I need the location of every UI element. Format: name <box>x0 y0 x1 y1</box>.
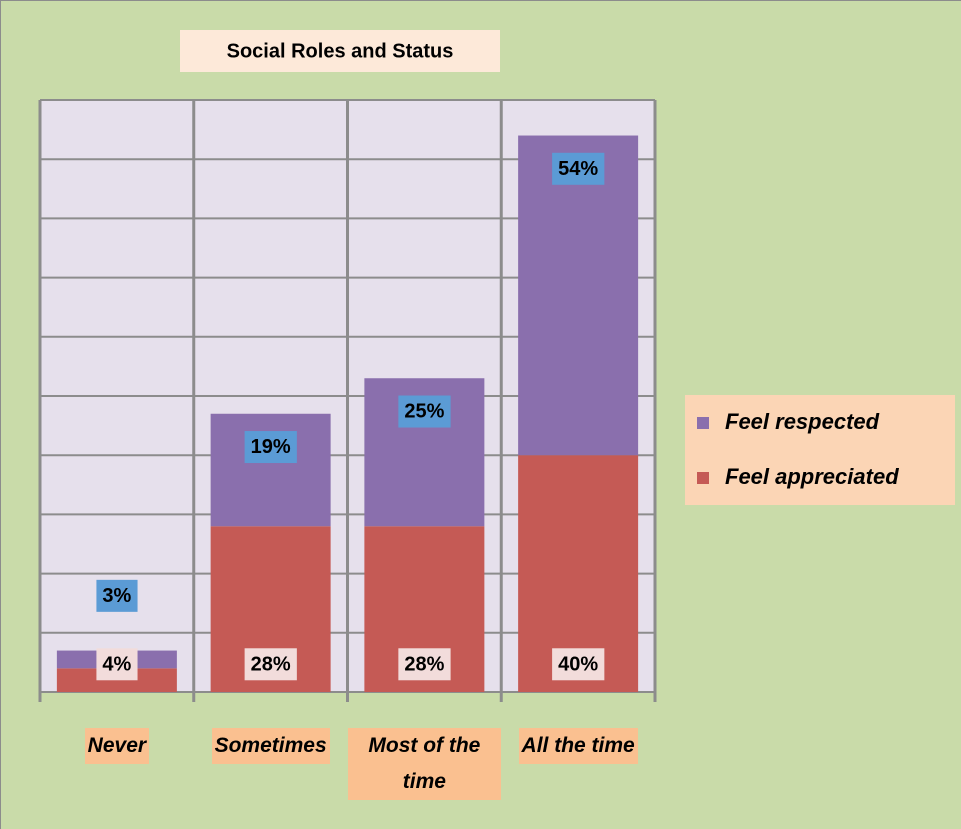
legend-marker <box>697 472 709 484</box>
data-label-bg <box>552 152 605 185</box>
legend-label: Feel respected <box>725 409 880 434</box>
legend-marker <box>697 417 709 429</box>
legend-box <box>685 395 955 505</box>
bar-segment <box>210 413 331 527</box>
data-label-bg <box>552 648 605 681</box>
chart-title: Social Roles and Status <box>227 40 454 62</box>
data-label: 28% <box>251 653 291 675</box>
x-tick-label-box: All the time <box>501 728 655 764</box>
x-tick-label: Most of the time <box>347 728 502 800</box>
x-tick-label-box: Most of the time <box>347 728 502 800</box>
data-label-bg <box>96 579 138 612</box>
data-label-bg <box>244 648 297 681</box>
data-label: 3% <box>102 585 131 607</box>
bar-segment <box>518 135 639 456</box>
data-label-bg <box>244 431 297 464</box>
data-label: 25% <box>404 401 444 423</box>
x-tick-label: Sometimes <box>211 728 330 764</box>
data-label: 40% <box>558 653 598 675</box>
data-label-bg <box>398 648 451 681</box>
x-tick-label: Never <box>84 728 150 764</box>
title-box <box>180 30 500 72</box>
x-tick-label-box: Never <box>40 728 194 764</box>
data-label-bg <box>398 395 451 428</box>
data-label: 54% <box>558 158 598 180</box>
legend-label: Feel appreciated <box>725 464 899 489</box>
data-label: 4% <box>102 653 131 675</box>
data-label-bg <box>96 648 138 681</box>
x-tick-label: All the time <box>518 728 638 764</box>
data-label: 19% <box>251 436 291 458</box>
data-label: 28% <box>404 653 444 675</box>
x-tick-label-box: Sometimes <box>194 728 348 764</box>
